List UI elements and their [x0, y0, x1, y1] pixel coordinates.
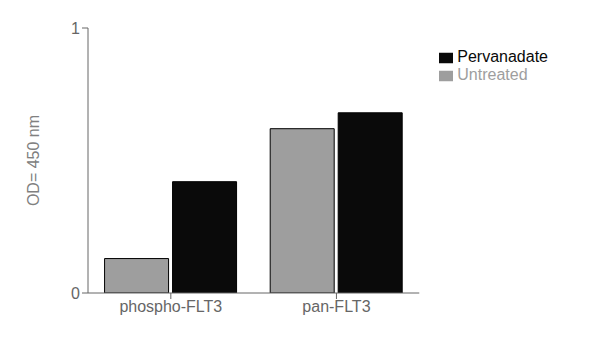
html-text:Pervanadate: Pervanadate [457, 48, 548, 65]
svg-text:phospho-FLT3: phospho-FLT3 [119, 298, 222, 315]
svg-text:1: 1 [71, 20, 80, 37]
svg-text:OD= 450 nm: OD= 450 nm [25, 115, 42, 206]
svg-text:0: 0 [71, 285, 80, 302]
html-text:Untreated: Untreated [457, 66, 528, 83]
svg-text:pan-FLT3: pan-FLT3 [302, 298, 370, 315]
